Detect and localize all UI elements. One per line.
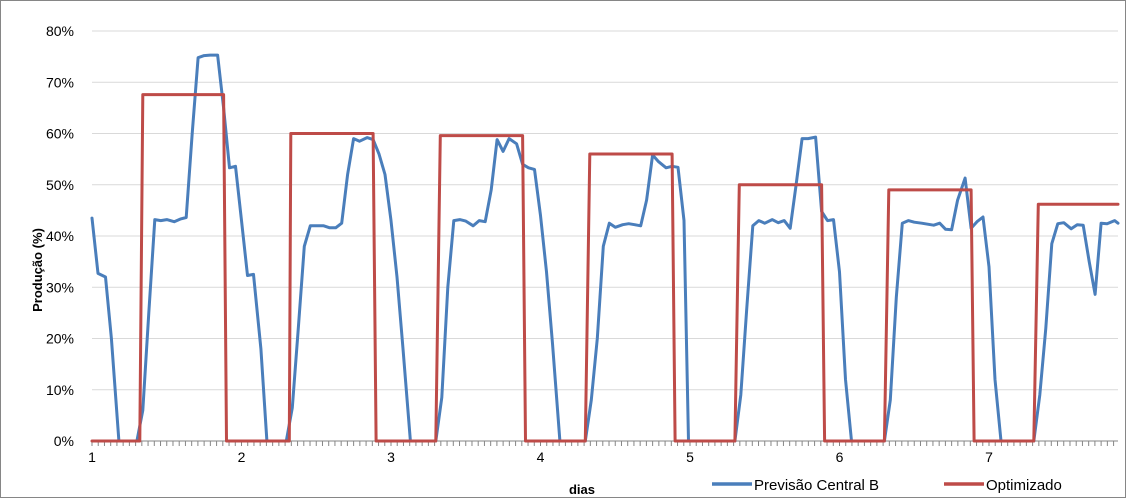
legend-label-forecast: Previsão Central B [754, 477, 879, 494]
y-tick-label: 20% [46, 331, 74, 347]
y-tick-label: 70% [46, 74, 74, 90]
y-tick-label: 80% [46, 23, 74, 39]
y-tick-label: 50% [46, 177, 74, 193]
series-line-forecast [90, 53, 1120, 443]
y-tick-labels: 0% 10% 20% 30% 40% 50% 60% 70% 80% [46, 23, 74, 449]
y-tick-label: 30% [46, 279, 74, 295]
y-tick-label: 10% [46, 382, 74, 398]
x-tick-label: 3 [387, 449, 395, 465]
x-tick-label: 6 [836, 449, 844, 465]
y-tick-label: 0% [54, 433, 74, 449]
x-tick-label: 2 [238, 449, 246, 465]
y-tick-label: 40% [46, 228, 74, 244]
x-tick-label: 7 [985, 449, 993, 465]
series-line-optimized [90, 93, 1120, 443]
series-lines [90, 53, 1120, 443]
y-tick-label: 60% [46, 126, 74, 142]
x-tick-label: 1 [88, 449, 96, 465]
gridlines [92, 30, 1118, 391]
x-tick-label: 4 [537, 449, 545, 465]
legend: Previsão Central B Optimizado [712, 477, 1062, 494]
x-tick-labels: 1 2 3 4 5 6 7 [88, 449, 993, 465]
x-tick-label: 5 [686, 449, 694, 465]
x-axis-title: dias [569, 482, 595, 497]
y-axis-title: Produção (%) [30, 228, 45, 312]
legend-label-optimized: Optimizado [986, 477, 1062, 494]
